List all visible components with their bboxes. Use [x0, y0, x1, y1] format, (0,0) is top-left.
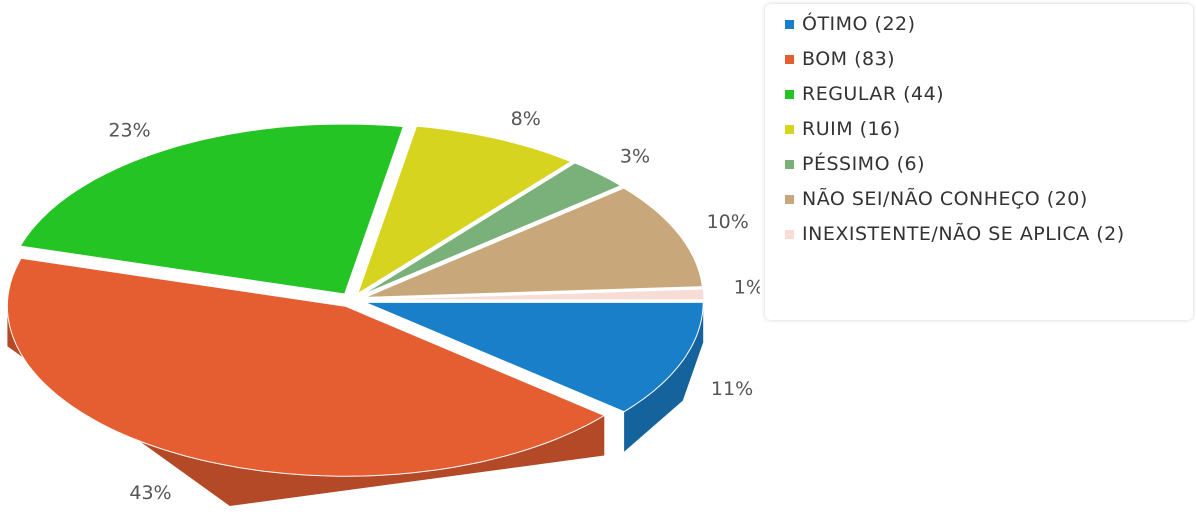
legend-swatch — [785, 195, 794, 204]
legend-swatch — [785, 160, 794, 169]
data-label: 43% — [129, 482, 171, 504]
data-label: 3% — [620, 146, 650, 168]
data-label: 8% — [511, 108, 541, 130]
slice-side — [624, 302, 704, 452]
legend-label: INEXISTENTE/NÃO SE APLICA (2) — [802, 223, 1125, 245]
legend-swatch — [785, 125, 794, 134]
slice — [19, 123, 404, 295]
legend: ÓTIMO (22) BOM (83) REGULAR (44) RUIM (16) P… — [765, 4, 1193, 320]
legend-label: ÓTIMO (22) — [802, 13, 916, 35]
slice — [364, 301, 704, 413]
legend-label: NÃO SEI/NÃO CONHEÇO (20) — [802, 188, 1088, 210]
legend-item: RUIM (16) — [785, 119, 1193, 140]
legend-item: BOM (83) — [785, 49, 1193, 70]
slice — [361, 162, 622, 296]
legend-label: BOM (83) — [802, 48, 896, 70]
data-label: 11% — [711, 378, 753, 400]
legend-swatch — [785, 55, 794, 64]
slice — [365, 288, 705, 301]
slice — [364, 187, 703, 298]
legend-swatch — [785, 20, 794, 29]
data-label: 1% — [734, 276, 760, 298]
legend-item: PÉSSIMO (6) — [785, 154, 1193, 175]
legend-label: REGULAR (44) — [802, 83, 945, 105]
legend-label: RUIM (16) — [802, 118, 901, 140]
pie-chart: 11% 43% 23% 8% 3% 10% 1% — [6, 108, 760, 506]
legend-item: INEXISTENTE/NÃO SE APLICA (2) — [785, 224, 1193, 245]
legend-item: ÓTIMO (22) — [785, 14, 1193, 35]
slice — [6, 257, 606, 477]
slice — [356, 125, 572, 295]
data-label: 10% — [707, 211, 749, 233]
legend-label: PÉSSIMO (6) — [802, 153, 925, 175]
legend-swatch — [785, 230, 794, 239]
legend-item: NÃO SEI/NÃO CONHEÇO (20) — [785, 189, 1193, 210]
legend-swatch — [785, 90, 794, 99]
data-label: 23% — [108, 119, 150, 141]
legend-item: REGULAR (44) — [785, 84, 1193, 105]
